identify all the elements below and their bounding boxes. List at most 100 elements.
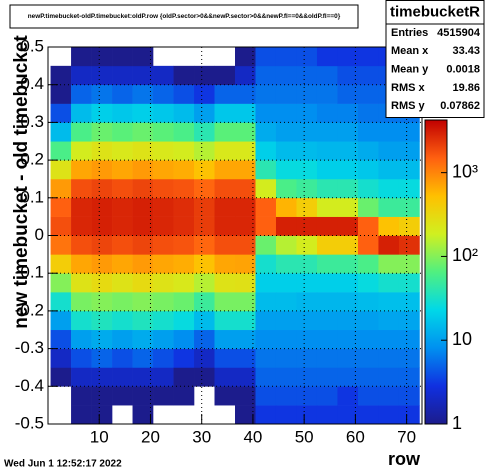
cell <box>214 329 236 349</box>
cell <box>255 310 277 331</box>
y-tick-label: -0.5 <box>15 413 44 432</box>
cell <box>194 160 215 180</box>
cell <box>91 160 113 180</box>
cell <box>71 348 92 368</box>
cell <box>275 84 297 104</box>
cell <box>337 141 359 161</box>
cell <box>357 254 379 274</box>
cell <box>316 103 338 123</box>
cell <box>173 254 195 274</box>
cell <box>255 141 277 161</box>
cell <box>132 197 154 217</box>
cell <box>153 254 174 274</box>
cell <box>194 235 215 255</box>
cell <box>132 65 154 85</box>
cell <box>194 310 215 331</box>
cell <box>112 178 133 199</box>
cell <box>214 84 236 104</box>
cell <box>194 292 215 312</box>
cell <box>275 160 297 180</box>
cell <box>357 197 379 217</box>
cell <box>275 103 297 123</box>
cell <box>153 216 174 236</box>
cell <box>296 122 318 142</box>
cell <box>378 367 400 387</box>
cell <box>173 367 195 387</box>
cell <box>91 329 113 349</box>
cell <box>50 197 72 217</box>
y-tick-label: -0.3 <box>15 338 44 357</box>
cell <box>112 122 133 142</box>
y-tick-label: 0.3 <box>20 112 44 131</box>
z-tick-label: 10² <box>452 245 478 265</box>
cell <box>112 160 133 180</box>
cell <box>337 178 359 199</box>
cell <box>398 122 420 142</box>
cell <box>50 216 72 236</box>
cell <box>316 160 338 180</box>
cell <box>112 329 133 349</box>
cell <box>255 122 277 142</box>
cell <box>316 235 338 255</box>
cell <box>398 292 420 312</box>
cell <box>296 386 318 406</box>
cell <box>214 367 236 387</box>
cell <box>112 292 133 312</box>
cell <box>235 386 256 406</box>
cell <box>316 254 338 274</box>
cell <box>235 84 256 104</box>
cell <box>153 103 174 123</box>
cell <box>173 197 195 217</box>
cell <box>316 310 338 331</box>
cell <box>194 367 215 387</box>
cell <box>214 103 236 123</box>
cell <box>357 235 379 255</box>
cell <box>316 122 338 142</box>
cell <box>132 141 154 161</box>
cell <box>255 386 277 406</box>
cell <box>255 178 277 199</box>
cell <box>50 310 72 331</box>
cell <box>132 47 154 67</box>
stats-box <box>385 0 485 118</box>
cell <box>275 273 297 293</box>
cell <box>91 65 113 85</box>
cell <box>50 122 72 142</box>
cell <box>153 367 174 387</box>
cell <box>173 348 195 368</box>
cell <box>378 273 400 293</box>
cell <box>132 178 154 199</box>
cell <box>337 235 359 255</box>
cell <box>296 197 318 217</box>
cell <box>173 122 195 142</box>
cell <box>214 254 236 274</box>
cell <box>357 103 379 123</box>
cell <box>235 310 256 331</box>
cell <box>337 367 359 387</box>
cell <box>255 405 277 425</box>
cell <box>275 178 297 199</box>
cell <box>357 216 379 236</box>
cell <box>132 273 154 293</box>
stats-label: Mean x <box>391 45 429 57</box>
cell <box>275 367 297 387</box>
cell <box>214 197 236 217</box>
cell <box>91 405 113 425</box>
cell <box>173 386 195 406</box>
cell <box>112 65 133 85</box>
cell <box>91 235 113 255</box>
cell <box>112 197 133 217</box>
stats-label: Entries <box>391 27 428 39</box>
cell <box>153 273 174 293</box>
cell <box>71 235 92 255</box>
heatmap <box>50 47 420 425</box>
cell <box>194 65 215 85</box>
cell <box>378 178 400 199</box>
cell <box>132 103 154 123</box>
cell <box>296 216 318 236</box>
cell <box>378 235 400 255</box>
cell <box>71 84 92 104</box>
cell <box>316 386 338 406</box>
cell <box>235 216 256 236</box>
cell <box>235 141 256 161</box>
